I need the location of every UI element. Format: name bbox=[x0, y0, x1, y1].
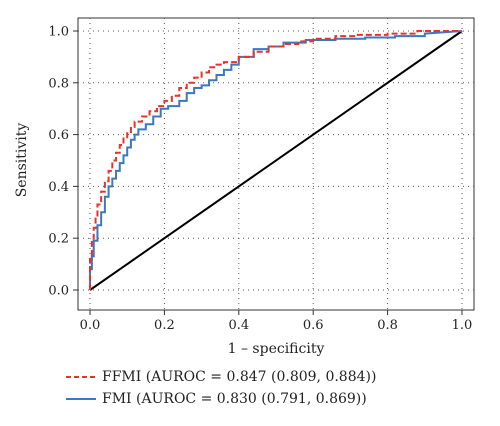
legend-label-ffmi: FFMI (AUROC = 0.847 (0.809, 0.884)) bbox=[102, 369, 377, 385]
y-tick-label: 0.8 bbox=[48, 76, 69, 91]
legend: FFMI (AUROC = 0.847 (0.809, 0.884)) FMI … bbox=[66, 366, 376, 410]
y-tick-label: 0.0 bbox=[48, 284, 69, 299]
y-tick-label: 0.4 bbox=[48, 180, 69, 195]
plot-frame bbox=[77, 17, 475, 311]
x-tick-label: 0.0 bbox=[80, 318, 101, 333]
x-tick-label: 0.8 bbox=[377, 318, 398, 333]
x-axis-label: 1 – specificity bbox=[228, 341, 325, 357]
y-tick-label: 0.2 bbox=[48, 232, 69, 247]
legend-label-fmi: FMI (AUROC = 0.830 (0.791, 0.869)) bbox=[102, 391, 367, 407]
y-tick-label: 0.6 bbox=[48, 128, 69, 143]
series-layer bbox=[89, 30, 463, 291]
legend-item-fmi: FMI (AUROC = 0.830 (0.791, 0.869)) bbox=[66, 388, 376, 410]
ticks: 0.0 0.2 0.4 0.6 0.8 1.0 0.0 0.2 0.4 0.6 0.8 1.0 bbox=[48, 25, 472, 334]
legend-swatch-fmi bbox=[66, 393, 96, 405]
x-tick-label: 0.2 bbox=[154, 318, 175, 333]
reference-diagonal-line bbox=[89, 30, 463, 291]
x-tick-label: 1.0 bbox=[452, 318, 473, 333]
grid bbox=[78, 18, 474, 310]
y-axis-label: Sensitivity bbox=[14, 123, 30, 198]
series-ffmi-line bbox=[89, 30, 462, 290]
x-tick-label: 0.4 bbox=[228, 318, 249, 333]
y-tick-label: 1.0 bbox=[48, 25, 69, 40]
legend-item-ffmi: FFMI (AUROC = 0.847 (0.809, 0.884)) bbox=[66, 366, 376, 388]
legend-swatch-ffmi bbox=[66, 371, 96, 383]
x-tick-label: 0.6 bbox=[303, 318, 324, 333]
